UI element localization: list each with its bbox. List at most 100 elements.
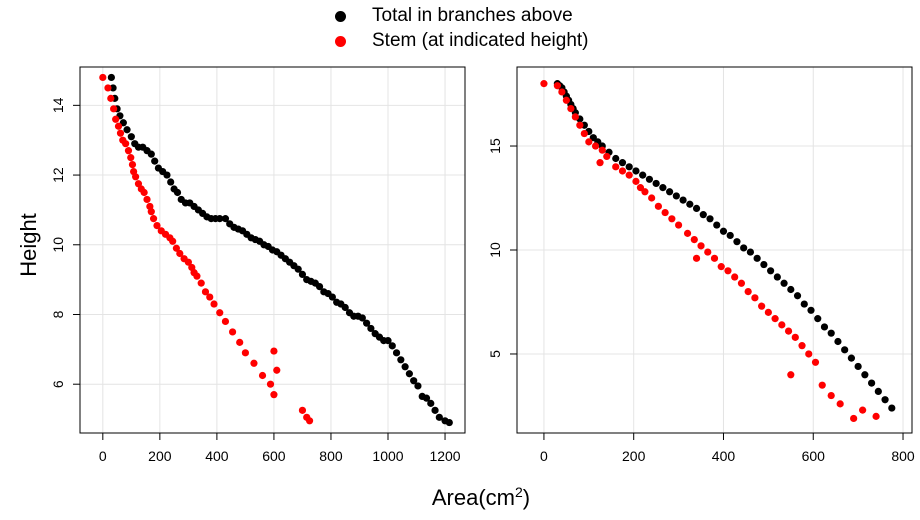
panel-1-series-1-point-48: [298, 270, 307, 278]
panel-2-series-2-point-7: [580, 129, 588, 138]
panel-2-series-1-point-53: [861, 371, 869, 379]
panel-2-series-1-point-54: [868, 379, 876, 387]
panel-1-series-2-point-17: [143, 195, 151, 204]
panel-2-series-1-point-19: [632, 167, 640, 175]
panel-1-series-2-point-11: [128, 161, 137, 169]
x-axis-label: Area(cm2): [432, 484, 530, 510]
panel-1-series-1-point-74: [410, 377, 418, 385]
panel-1-series-2-point-33: [197, 279, 205, 287]
panel-2-series-2-point-5: [571, 113, 579, 121]
panel-1-series-1-point-75: [414, 382, 422, 390]
panel-2-series-1-point-25: [672, 192, 680, 200]
panel-1-series-1-point-82: [445, 418, 453, 427]
panel-1-series-1-point-0: [107, 73, 115, 82]
panel-1-series-2-point-8: [122, 140, 130, 148]
panel-2-series-2-point-49: [850, 414, 858, 423]
panel-2-series-2-point-51: [872, 412, 880, 420]
panel-2-series-2-point-1: [553, 82, 561, 90]
panel-1-series-2-point-3: [110, 105, 118, 113]
panel-1-series-1-point-7: [127, 133, 135, 141]
panel-2-series-2-point-31: [724, 267, 732, 275]
panel-2-series-2-point-2: [558, 88, 566, 96]
panel-1-series-2-point-50: [305, 417, 314, 425]
legend-label-stem: Stem (at indicated height): [372, 30, 589, 51]
panel-2-series-2-point-50: [859, 406, 867, 414]
panel-2-series-1-point-49: [834, 337, 842, 346]
panel-2-series-2-point-14: [618, 167, 627, 175]
panel-1-series-1-point-55: [328, 293, 336, 301]
panel-2-series-2-point-13: [612, 163, 620, 171]
panel-2-series-2-point-24: [683, 229, 692, 237]
panel-1-x-tick-label-1200: 1200: [429, 448, 460, 464]
panel-2-series-2-point-28: [692, 254, 701, 262]
panel-2-series-2-point-35: [751, 294, 759, 302]
panel-2-series-1-point-55: [874, 387, 882, 396]
panel-2-y-tick-label-15: 15: [487, 138, 503, 154]
panel-2-series-1-point-50: [841, 346, 849, 354]
panel-2-x-tick-label-600: 600: [802, 448, 826, 464]
panel-1-series-2-point-20: [149, 215, 158, 223]
panel-2-series-2-point-9: [591, 142, 600, 150]
panel-2-series-1-point-37: [753, 254, 761, 262]
panel-1-series-2-point-37: [216, 309, 224, 317]
panel-1-y-tick-label-8: 8: [50, 310, 66, 318]
panel-2-series-1-point-51: [847, 354, 856, 362]
panel-1-series-1-point-70: [392, 349, 401, 357]
panel-2-series-2-point-3: [562, 96, 570, 104]
panel-1-x-tick-label-800: 800: [319, 448, 343, 464]
panel-1-series-1-point-1: [109, 84, 117, 92]
panel-1-series-1-point-58: [341, 303, 349, 312]
panel-1-series-2-point-29: [184, 258, 192, 266]
legend-marker-total: [335, 10, 346, 22]
panel-2-series-2-point-30: [717, 263, 725, 271]
panel-2-series-2-point-21: [661, 208, 669, 217]
panel-2-series-1-point-43: [793, 292, 802, 300]
panel-2-x-tick-label-0: 0: [540, 448, 548, 464]
panel-1-x-tick-label-0: 0: [99, 448, 107, 464]
panel-2-series-1-point-33: [726, 231, 734, 240]
panel-1-series-2-point-42: [250, 359, 258, 367]
panel-2-series-1-point-20: [639, 171, 647, 179]
panel-2-x-tick-label-200: 200: [622, 448, 646, 464]
panel-2-series-2-point-0: [540, 80, 548, 88]
panel-2-series-1-point-17: [618, 159, 627, 167]
panel-2-series-2-point-25: [690, 236, 698, 244]
panel-2-series-2-point-19: [648, 194, 656, 202]
panel-2-series-2-point-15: [625, 171, 633, 179]
panel-2-x-tick-label-800: 800: [891, 448, 915, 464]
panel-1-series-2-point-40: [236, 338, 244, 346]
panel-2-series-2-point-20: [654, 202, 662, 210]
panel-1-x-tick-label-1000: 1000: [372, 448, 403, 464]
panel-1-series-1-point-17: [167, 178, 175, 186]
panel-2-series-2-point-46: [818, 381, 826, 389]
panel-1-series-2-point-34: [201, 288, 210, 296]
panel-1-series-2-point-26: [172, 244, 180, 252]
panel-2-series-2-point-16: [632, 177, 640, 185]
panel-1-series-1-point-78: [427, 399, 435, 407]
panel-2-series-2-point-39: [778, 321, 786, 329]
panel-1-series-1-point-13: [151, 157, 159, 165]
panel-1-series-1-point-52: [315, 283, 324, 291]
y-axis-label: Height: [16, 213, 41, 277]
panel-1-series-2-point-2: [107, 94, 115, 102]
panel-1-series-1-point-29: [216, 215, 224, 223]
panel-1-series-1-point-6: [123, 126, 131, 134]
panel-2-series-1-point-35: [740, 244, 748, 252]
panel-1-series-1-point-68: [384, 337, 392, 345]
panel-2-series-1-point-18: [625, 163, 633, 171]
panel-1-y-tick-label-14: 14: [50, 97, 66, 113]
panel-1-series-1-point-80: [435, 413, 443, 421]
panel-1-series-1-point-63: [363, 319, 371, 327]
panel-2-series-2-point-4: [567, 104, 575, 113]
panel-2-series-2-point-18: [641, 188, 649, 196]
panel-2-series-2-point-42: [798, 342, 806, 350]
panel-2-series-1-point-30: [706, 215, 714, 223]
panel-2-series-1-point-21: [645, 175, 654, 183]
x-axis-label-base: Area(cm: [432, 485, 515, 510]
panel-2-series-2-point-6: [576, 121, 584, 129]
panel-1-series-2-point-47: [270, 347, 278, 355]
panel-1-series-2-point-5: [114, 122, 123, 130]
panel-1-series-2-point-35: [206, 293, 214, 301]
panel-2-series-1-point-31: [713, 221, 721, 229]
